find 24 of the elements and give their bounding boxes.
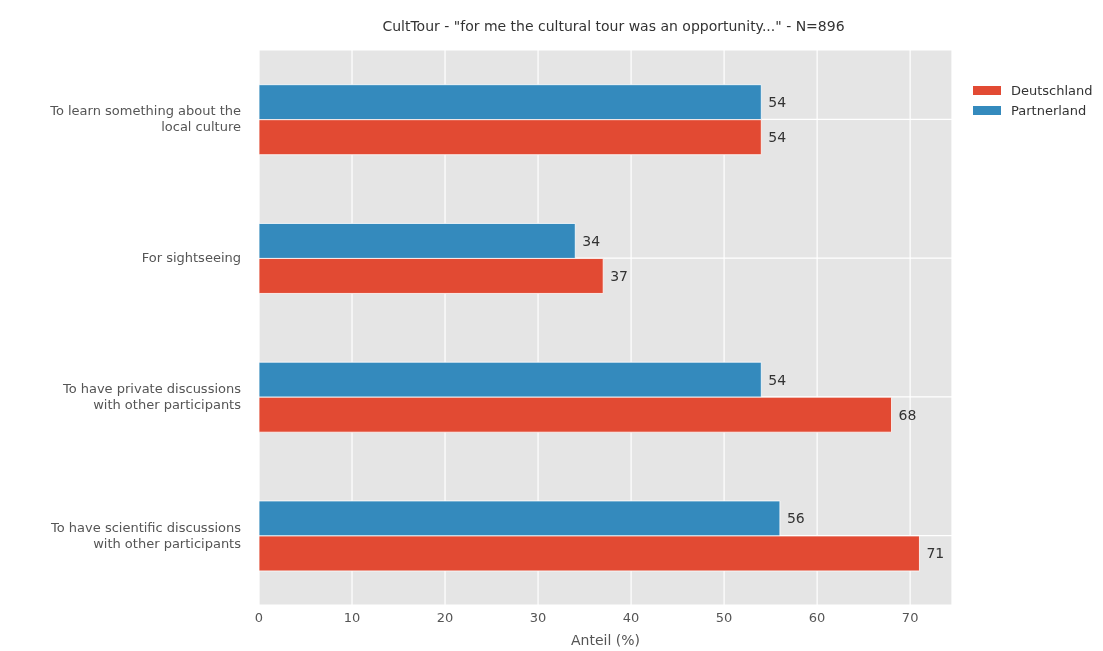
data-label: 71 xyxy=(926,545,945,562)
x-tick-label: 20 xyxy=(436,610,454,626)
legend-label: Deutschland xyxy=(1011,82,1093,98)
chart-title: CultTour - "for me the cultural tour was an opportunity..." - N=896 xyxy=(381,18,846,34)
data-label: 56 xyxy=(786,510,805,527)
data-label: 68 xyxy=(898,406,917,423)
y-tick-label: To have private discussions with other participants xyxy=(61,380,242,412)
legend-label: Partnerland xyxy=(1011,102,1087,118)
data-label: 34 xyxy=(582,232,601,249)
x-tick-label: 10 xyxy=(343,610,361,626)
data-label: 54 xyxy=(768,129,787,146)
data-label: 54 xyxy=(768,371,787,388)
y-tick-label: To have scientific discussions with other participants xyxy=(50,519,242,551)
data-label: 54 xyxy=(768,94,787,111)
y-tick-label: To learn something about the local culture xyxy=(49,102,241,134)
x-tick-label: 50 xyxy=(715,610,733,626)
x-axis-title: Anteil (%) xyxy=(570,632,641,648)
x-tick-label: 70 xyxy=(901,610,919,626)
data-label: 37 xyxy=(610,267,628,284)
x-tick-label: 30 xyxy=(529,610,547,626)
y-tick-label: For sightseeing xyxy=(141,249,241,265)
x-tick-label: 40 xyxy=(622,610,640,626)
x-tick-label: 60 xyxy=(808,610,826,626)
x-tick-label: 0 xyxy=(254,610,264,626)
